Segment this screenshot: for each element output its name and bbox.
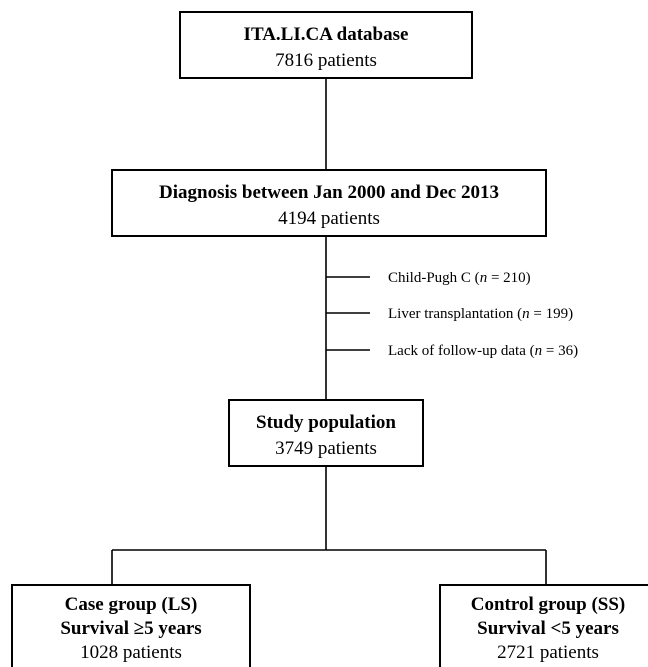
node-text: 1028 patients: [80, 642, 182, 663]
node-title: Diagnosis between Jan 2000 and Dec 2013: [159, 182, 499, 203]
node-text: 3749 patients: [275, 438, 377, 459]
node-box: [111, 169, 547, 237]
node-title: Control group (SS): [471, 594, 626, 615]
exclusion: Child-Pugh C (n = 210): [388, 270, 531, 286]
node-box: [228, 399, 424, 467]
node-text: 7816 patients: [275, 50, 377, 71]
node-text: 4194 patients: [278, 208, 380, 229]
node-title: Case group (LS): [65, 594, 198, 615]
node-text: 2721 patients: [497, 642, 599, 663]
node-title: ITA.LI.CA database: [244, 24, 409, 45]
exclusion: Liver transplantation (n = 199): [388, 306, 573, 322]
node-box: [179, 11, 473, 79]
node-title: Study population: [256, 412, 396, 433]
exclusion: Lack of follow-up data (n = 36): [388, 343, 578, 359]
node-box: [11, 584, 251, 667]
node-subtitle: Survival <5 years: [477, 618, 619, 639]
node-subtitle: Survival ≥5 years: [60, 618, 201, 639]
node-box: [439, 584, 648, 667]
